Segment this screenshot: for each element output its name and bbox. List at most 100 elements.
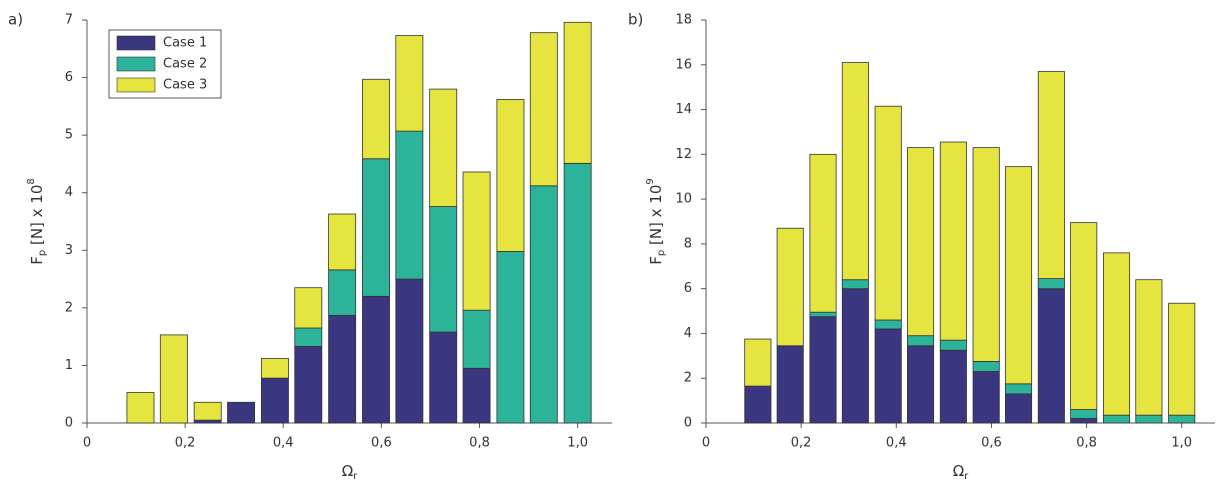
y-tick-label: 16	[675, 57, 692, 72]
y-tick-label: 8	[684, 236, 692, 251]
x-tick-label: 0	[702, 436, 710, 451]
y-label-sup: 9	[645, 178, 656, 184]
bar-segment	[193, 401, 222, 421]
bar-segment	[294, 327, 323, 347]
bar-segment	[496, 251, 525, 424]
bar-segment	[1037, 71, 1065, 279]
bar-segment	[1103, 414, 1131, 424]
bar-segment	[429, 206, 458, 333]
bar-segment	[429, 331, 458, 424]
x-tick-label: 0,6	[371, 436, 392, 451]
y-tick-label: 4	[65, 185, 73, 200]
legend-swatch	[116, 77, 156, 93]
bar-segment	[972, 147, 1000, 362]
y-tick-label: 14	[675, 102, 692, 117]
bar-segment	[328, 269, 357, 316]
bar-segment	[972, 371, 1000, 424]
y-label-main: F	[28, 256, 46, 265]
bar-segment	[126, 392, 155, 424]
bar-segment	[1135, 414, 1163, 424]
bar-segment	[939, 339, 967, 351]
y-label-sub: p	[656, 250, 667, 256]
y-tick-label: 2	[65, 300, 73, 315]
bar-segment	[841, 62, 869, 281]
bar-segment	[462, 171, 491, 311]
x-tick-label: 0,8	[469, 436, 490, 451]
y-tick-label: 10	[675, 192, 692, 207]
bar-segment	[1103, 252, 1131, 416]
bar-segment	[1168, 302, 1196, 416]
bar-segment	[227, 401, 256, 424]
x-axis-label: Ωr	[953, 462, 969, 482]
bar-segment	[362, 295, 390, 424]
bar-segment	[159, 334, 188, 424]
y-tick-label: 4	[684, 326, 692, 341]
bar-segment	[972, 361, 1000, 372]
bar-segment	[1070, 418, 1098, 424]
bar-segment	[429, 88, 458, 207]
y-label-mid: [N] x 10	[647, 185, 665, 250]
bar-segment	[462, 367, 491, 424]
y-label-mid: [N] x 10	[28, 185, 46, 250]
legend-swatch	[116, 35, 156, 51]
bar-segment	[809, 311, 837, 318]
bar-segment	[1037, 278, 1065, 290]
x-tick-label: 0,2	[791, 436, 812, 451]
chart-panel: b) 0 2 4 6 8 10 12 14 16 18 0 0,2 0,4 0,6 0,8 1,0 Ωr Fp [N…	[628, 11, 1215, 482]
bar-segment	[260, 358, 289, 379]
bar-segment	[1070, 409, 1098, 419]
bar-segment	[874, 328, 902, 424]
bar-segment	[328, 314, 357, 424]
bar-segment	[328, 213, 357, 271]
x-tick-label: 1,0	[567, 436, 588, 451]
bar-segment	[395, 130, 424, 280]
legend-label: Case 3	[163, 78, 207, 93]
x-axis-label: Ωr	[342, 462, 358, 482]
bar-segment	[496, 99, 525, 252]
bar-segment	[462, 309, 491, 369]
y-axis-label: Fp [N] x 108	[26, 178, 48, 265]
x-label-sub: r	[353, 471, 358, 482]
bar-segment	[744, 338, 772, 387]
x-label-sub: r	[964, 471, 969, 482]
x-tick-label: 0,2	[175, 436, 196, 451]
bar-segment	[809, 153, 837, 313]
y-tick-label: 6	[684, 281, 692, 296]
bar-segment	[260, 377, 289, 424]
bar-segment	[563, 21, 592, 164]
bar-segment	[1037, 288, 1065, 424]
panel-label: a)	[8, 11, 23, 29]
bar-segment	[809, 316, 837, 424]
bar-segment	[529, 32, 558, 187]
y-tick-label: 18	[675, 13, 692, 28]
bar-segment	[362, 78, 390, 160]
bar-segment	[1070, 222, 1098, 410]
bar-segment	[1005, 166, 1033, 385]
y-axis-label: Fp [N] x 109	[645, 178, 667, 265]
y-tick-label: 3	[65, 243, 73, 258]
bar-segment	[1135, 279, 1163, 416]
bar-segment	[776, 227, 804, 347]
y-tick-label: 12	[675, 147, 692, 162]
bar-segment	[907, 345, 935, 424]
y-label-main: F	[647, 256, 665, 265]
y-tick-label: 2	[684, 371, 692, 386]
x-tick-label: 0	[83, 436, 91, 451]
x-label-main: Ω	[953, 462, 964, 480]
y-label-sup: 8	[26, 178, 37, 184]
x-tick-label: 1,0	[1171, 436, 1192, 451]
x-label-main: Ω	[342, 462, 353, 480]
bar-segment	[1168, 414, 1196, 424]
bar-segment	[874, 105, 902, 321]
bar-segment	[939, 349, 967, 424]
chart-panel: a) 0 1 2 3 4 5 6 7 0 0,2 0,4 0,6 0,8 1,0 Ωr Fp [N] x 108…	[8, 11, 612, 482]
y-label-sub: p	[37, 250, 48, 256]
y-tick-label: 0	[65, 416, 73, 431]
bar-segment	[907, 147, 935, 337]
y-tick-label: 6	[65, 70, 73, 85]
y-tick-label: 5	[65, 128, 73, 143]
bar-segment	[1005, 393, 1033, 424]
x-tick-label: 0,6	[981, 436, 1002, 451]
bar-segment	[907, 335, 935, 347]
